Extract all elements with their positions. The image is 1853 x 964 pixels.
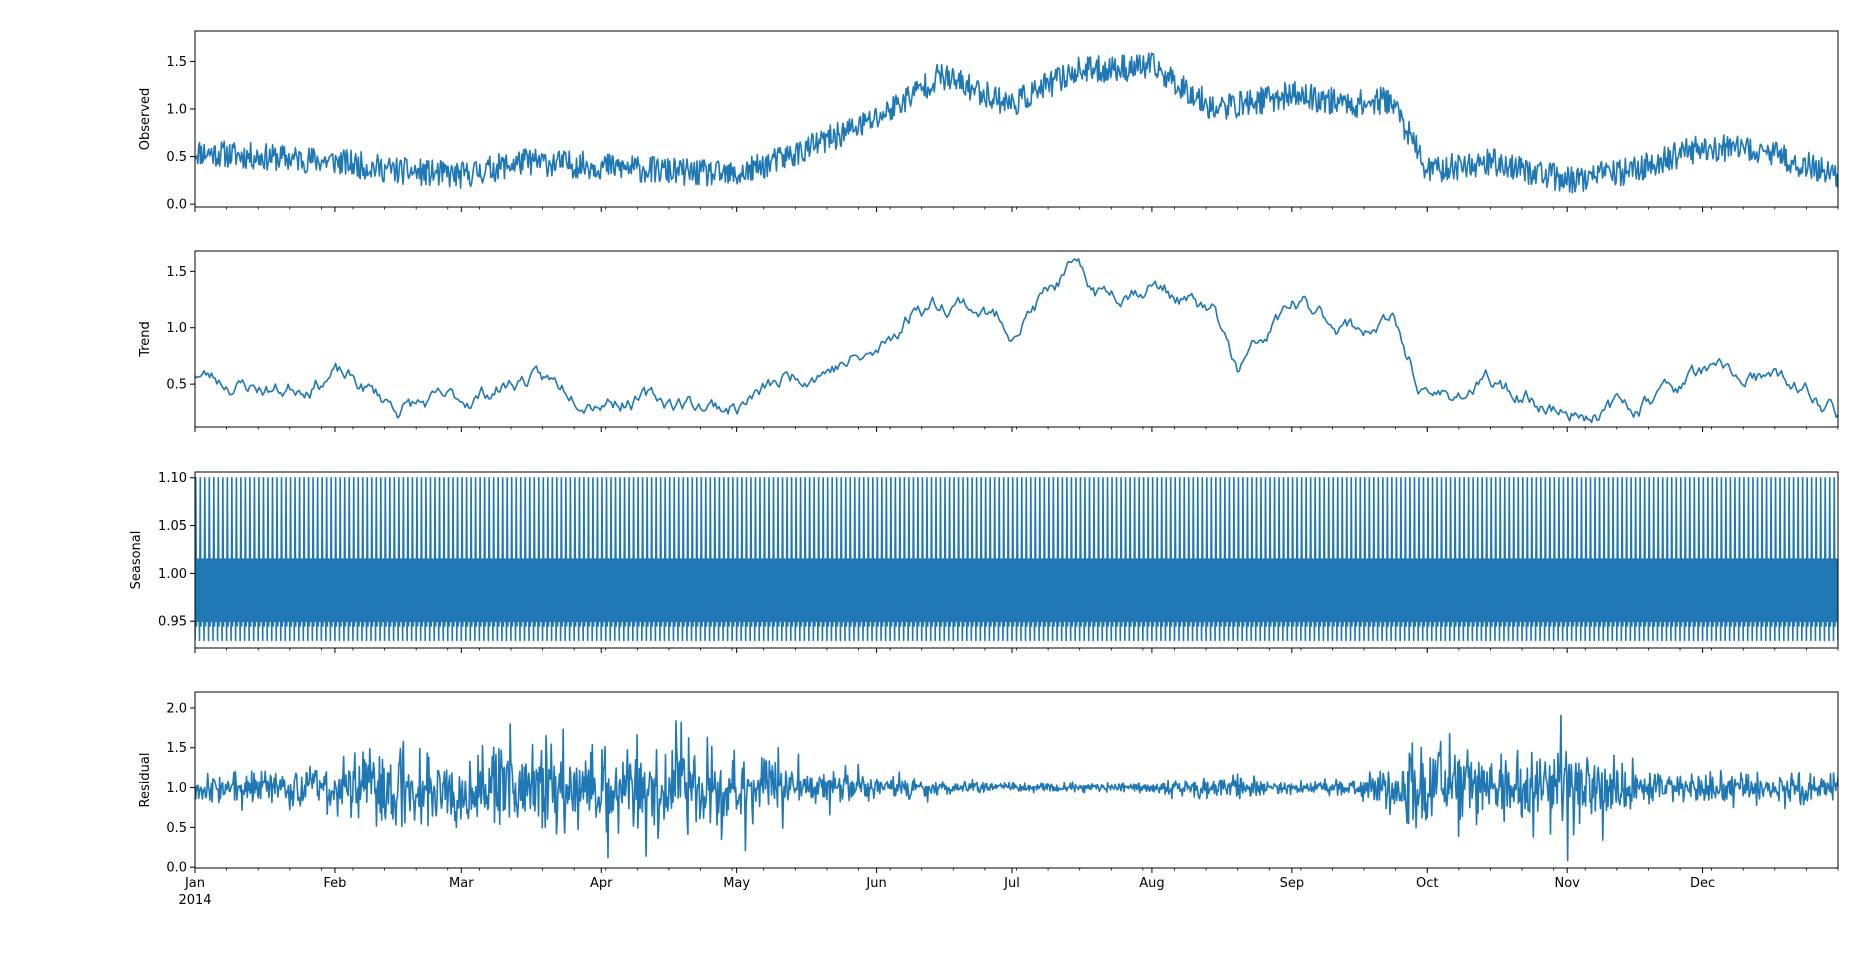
y-tick-label: 0.0 (166, 198, 187, 213)
y-tick-label: 1.5 (166, 55, 187, 70)
trend-axis-label: Trend (138, 321, 153, 358)
seasonal-series-line (195, 476, 1838, 642)
x-tick-label: May (723, 876, 750, 891)
y-tick-label: 1.0 (166, 103, 187, 118)
x-tick-label: Mar (449, 876, 474, 891)
y-tick-label: 2.0 (166, 701, 187, 716)
y-tick-label: 0.5 (166, 378, 187, 393)
panel-seasonal: 0.95 1.00 1.05 1.10 Seasonal (129, 471, 1839, 653)
year-label: 2014 (178, 893, 211, 908)
panel-trend: 0.5 1.0 1.5 Trend (138, 250, 1839, 432)
x-tick-label: Aug (1139, 876, 1164, 891)
x-tick-label: Sep (1280, 876, 1305, 891)
y-tick-label: 0.5 (166, 821, 187, 836)
y-tick-label: 1.0 (166, 321, 187, 336)
y-tick-label: 1.10 (158, 471, 187, 486)
x-tick-label: Jun (865, 876, 886, 891)
x-tick-label: Apr (590, 876, 613, 891)
observed-series-line (195, 52, 1838, 194)
observed-axis-label: Observed (138, 88, 153, 151)
residual-axis-label: Residual (138, 753, 153, 808)
x-tick-label: Dec (1690, 876, 1715, 891)
y-tick-label: 1.0 (166, 781, 187, 796)
residual-series-line (195, 714, 1838, 862)
x-tick-label: Jan (184, 876, 205, 891)
panel-observed: 0.0 0.5 1.0 1.5 Observed (138, 30, 1839, 213)
x-tick-label: Nov (1554, 876, 1580, 891)
observed-axes-frame (194, 30, 1839, 208)
y-tick-label: 0.5 (166, 150, 187, 165)
panels: 0.0 0.5 1.0 1.5 Observed 0.5 1.0 1.5 Trend 0.95 1.… (129, 30, 1839, 876)
trend-axes-frame (194, 250, 1839, 428)
y-tick-label: 0.0 (166, 861, 187, 876)
x-tick-label: Jul (1003, 876, 1020, 891)
y-tick-label: 1.00 (158, 567, 187, 582)
x-tick-label: Feb (323, 876, 346, 891)
panel-residual: 0.0 0.5 1.0 1.5 2.0 Residual (138, 691, 1839, 876)
shared-x-axis: 2014 Jan Feb Mar Apr May Jun Jul Aug Sep Oct Nov De… (178, 876, 1715, 908)
x-tick-label: Oct (1416, 876, 1438, 891)
y-tick-label: 1.5 (166, 265, 187, 280)
trend-series-line (195, 258, 1838, 424)
seasonal-axis-label: Seasonal (129, 531, 144, 590)
y-tick-label: 0.95 (158, 615, 187, 630)
y-tick-label: 1.05 (158, 519, 187, 534)
y-tick-label: 1.5 (166, 741, 187, 756)
